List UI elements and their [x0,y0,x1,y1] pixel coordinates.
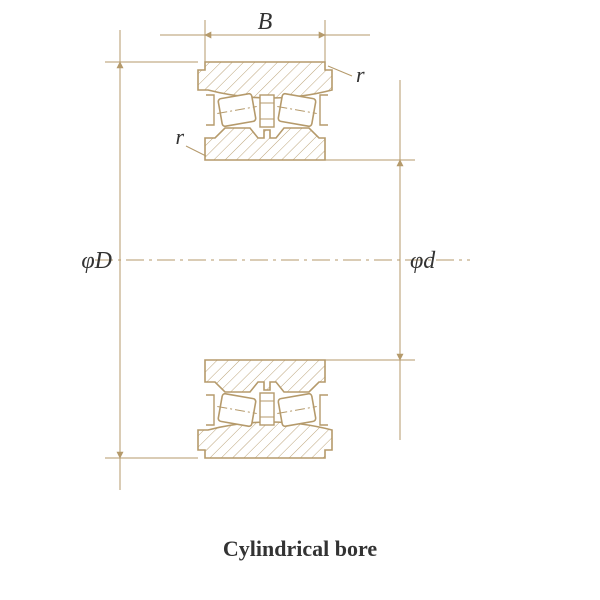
label-d: φd [410,248,436,274]
upper-section [198,62,332,160]
lower-section [198,360,332,458]
label-r-outer: r [328,62,365,87]
label-B: B [258,9,273,35]
roller-upper-right [277,93,316,126]
label-D: φD [81,248,112,274]
bearing-diagram: B φD φd r r [0,0,600,600]
diagram-svg: B φD φd r r [0,0,600,600]
label-r-top: r [356,62,365,87]
label-r-in: r [175,124,184,149]
roller-lower-right [277,393,316,426]
label-r-inner: r [175,124,206,156]
dimension-B: B [160,9,370,62]
roller-lower-left [217,393,256,426]
caption: Cylindrical bore [0,536,600,562]
roller-upper-left [217,93,256,126]
